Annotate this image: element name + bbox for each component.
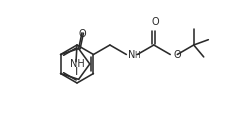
Text: N: N	[128, 49, 136, 59]
Text: NH: NH	[70, 59, 85, 69]
Text: I: I	[74, 67, 78, 77]
Text: O: O	[151, 17, 159, 27]
Text: H: H	[134, 52, 140, 61]
Text: O: O	[173, 49, 181, 59]
Text: O: O	[78, 29, 86, 39]
